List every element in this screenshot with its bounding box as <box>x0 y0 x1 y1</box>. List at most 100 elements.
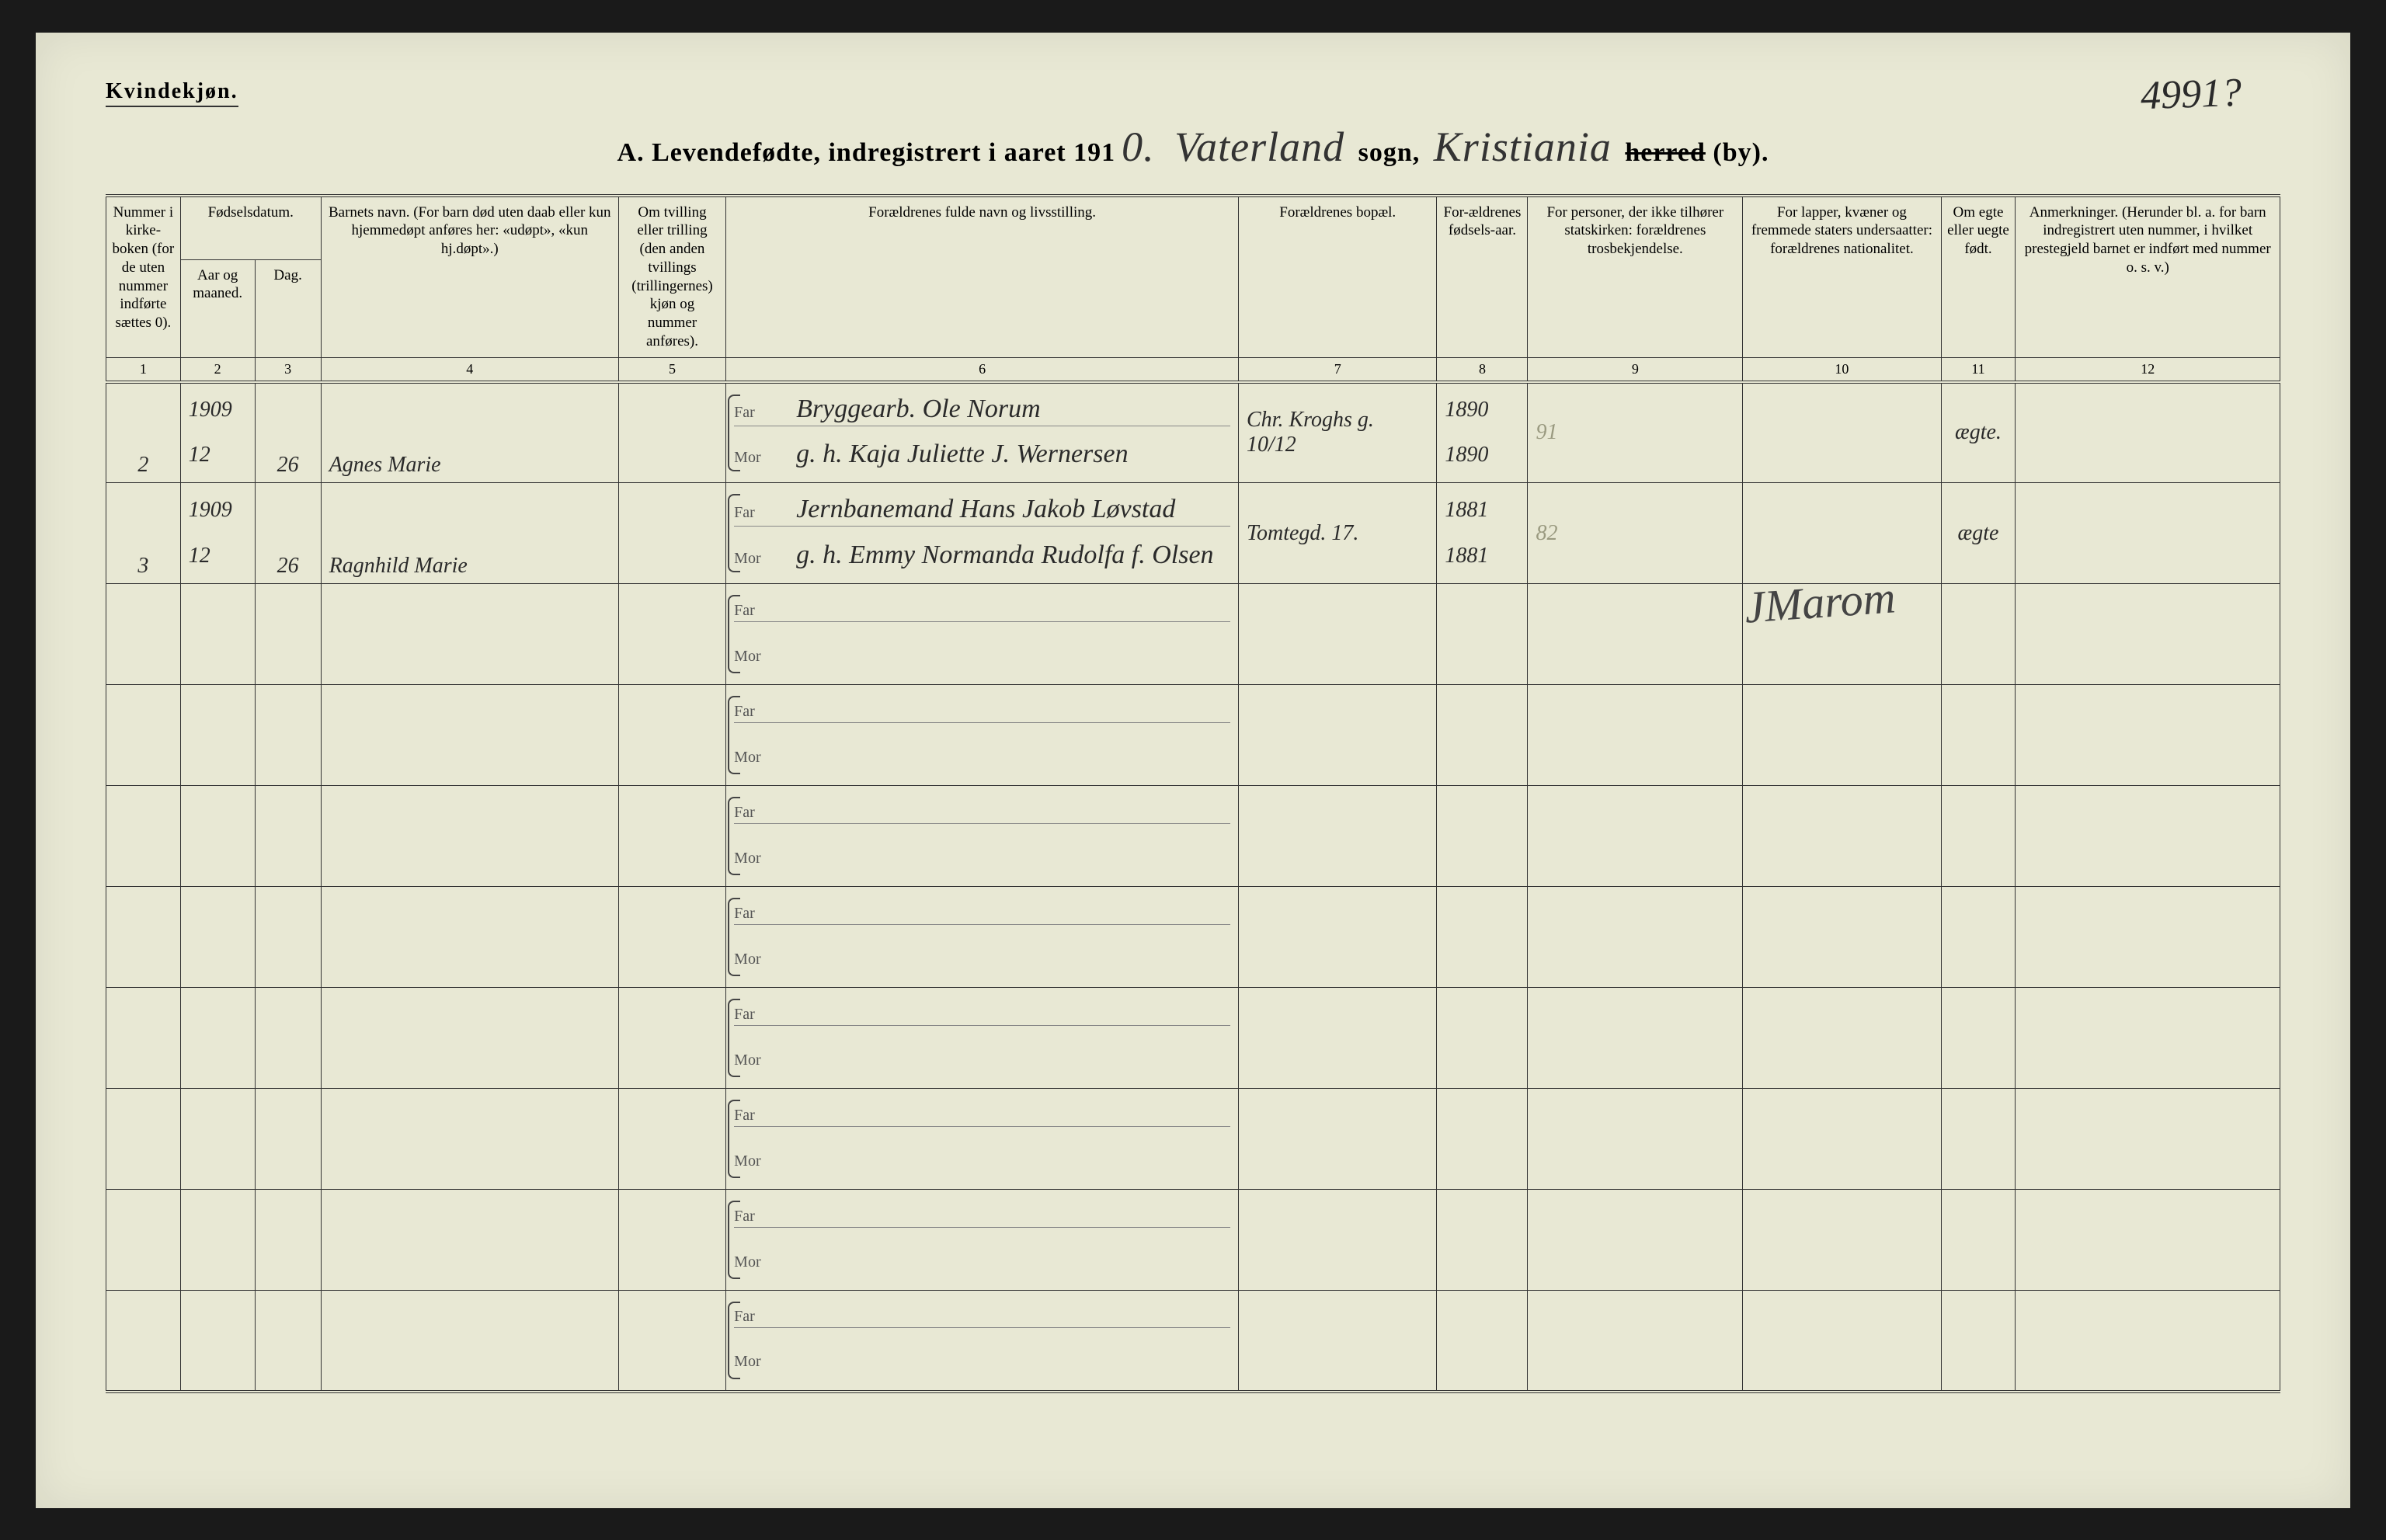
colnum: 9 <box>1528 357 1743 382</box>
table-head: Nummer i kirke-boken (for de uten nummer… <box>106 196 2280 358</box>
far-label: Far <box>734 404 765 422</box>
title-by-handwritten: Kristiania <box>1428 123 1618 170</box>
colnum: 7 <box>1239 357 1437 382</box>
cell-foreldre: FarJernbanemand Hans Jakob Løvstad Morg.… <box>726 483 1239 584</box>
mor-label: Mor <box>734 550 765 568</box>
colnum: 8 <box>1437 357 1528 382</box>
cell-aar-bot: 12 <box>189 443 247 468</box>
table-row-empty: Far Mor <box>106 887 2280 988</box>
col-header-9: For lapper, kvæner og fremmede staters u… <box>1743 196 1941 358</box>
header-row: Kvindekjøn. <box>106 79 2280 107</box>
far-label: Far <box>734 1107 765 1125</box>
title-sogn-label: sogn, <box>1358 138 1421 167</box>
col-header-7: For-ældrenes fødsels-aar. <box>1437 196 1528 358</box>
mother-name: g. h. Emmy Normanda Rudolfa f. Olsen <box>765 541 1213 569</box>
father-name: Bryggearb. Ole Norum <box>765 395 1040 423</box>
cell-aar-top: 1909 <box>189 398 247 422</box>
cell-lapp <box>1743 382 1941 483</box>
cell-faar: 1890 1890 <box>1437 382 1528 483</box>
table-row: 3 1909 12 26 Ragnhild Marie FarJernbanem… <box>106 483 2280 584</box>
far-label: Far <box>734 905 765 923</box>
cell-foreldre: FarBryggearb. Ole Norum Morg. h. Kaja Ju… <box>726 382 1239 483</box>
title-by-label: (by). <box>1713 138 1769 167</box>
col-header-2a: Aar og maaned. <box>180 259 255 357</box>
col-header-2b: Dag. <box>255 259 321 357</box>
col-header-4: Om tvilling eller trilling (den anden tv… <box>618 196 725 358</box>
mor-label: Mor <box>734 1152 765 1170</box>
cell-dag: 26 <box>255 483 321 584</box>
col-header-10: Om egte eller uegte født. <box>1941 196 2016 358</box>
gender-heading: Kvindekjøn. <box>106 79 238 107</box>
colnum: 2 <box>180 357 255 382</box>
table-row-empty: Far Mor <box>106 988 2280 1089</box>
col-header-5: Forældrenes fulde navn og livsstilling. <box>726 196 1239 358</box>
register-table: Nummer i kirke-boken (for de uten nummer… <box>106 194 2280 1393</box>
cell-aar: 1909 12 <box>180 382 255 483</box>
mor-label: Mor <box>734 648 765 666</box>
mother-birth-year: 1890 <box>1445 443 1519 468</box>
colnum: 10 <box>1743 357 1941 382</box>
title-sogn-handwritten: Vaterland <box>1168 123 1351 170</box>
table-row-empty: Far Mor <box>106 1190 2280 1291</box>
cell-navn: Ragnhild Marie <box>321 483 618 584</box>
colnum: 11 <box>1941 357 2016 382</box>
cell-dag: 26 <box>255 382 321 483</box>
cell-tvil <box>618 483 725 584</box>
father-birth-year: 1881 <box>1445 498 1519 523</box>
cell-bopel: Tomtegd. 17. <box>1239 483 1437 584</box>
title-row: A. Levendefødte, indregistrert i aaret 1… <box>106 123 2280 171</box>
col-header-8: For personer, der ikke tilhører statskir… <box>1528 196 1743 358</box>
far-label: Far <box>734 504 765 522</box>
register-page: Kvindekjøn. 4991? A. Levendefødte, indre… <box>36 33 2350 1508</box>
mor-label: Mor <box>734 1253 765 1271</box>
far-label: Far <box>734 1006 765 1024</box>
cell-stats: 91 <box>1528 382 1743 483</box>
mor-label: Mor <box>734 749 765 767</box>
colnum: 1 <box>106 357 181 382</box>
title-herred-struck: herred <box>1625 138 1706 167</box>
cell-egte: ægte. <box>1941 382 2016 483</box>
col-header-11: Anmerkninger. (Herunder bl. a. for barn … <box>2016 196 2280 358</box>
cell-anm <box>2016 483 2280 584</box>
mother-birth-year: 1881 <box>1445 544 1519 568</box>
cell-tvil <box>618 382 725 483</box>
col-header-2g: Fødselsdatum. <box>180 196 321 260</box>
father-name: Jernbanemand Hans Jakob Løvstad <box>765 495 1175 523</box>
table-row-empty: Far Mor <box>106 1089 2280 1190</box>
title-year-digit: 0. <box>1115 123 1161 170</box>
page-number-handwritten: 4991? <box>2140 69 2242 119</box>
table-row-empty: FarMor <box>106 685 2280 786</box>
cell-bopel: Chr. Kroghs g. 10/12 <box>1239 382 1437 483</box>
col-header-1: Nummer i kirke-boken (for de uten nummer… <box>106 196 181 358</box>
colnum: 5 <box>618 357 725 382</box>
table-row: 2 1909 12 26 Agnes Marie FarBryggearb. O… <box>106 382 2280 483</box>
cell-stats: 82 <box>1528 483 1743 584</box>
colnum: 3 <box>255 357 321 382</box>
mor-label: Mor <box>734 850 765 867</box>
cell-num: 2 <box>106 382 181 483</box>
cell-num: 3 <box>106 483 181 584</box>
table-row-empty: Far Mor <box>106 1291 2280 1392</box>
mor-label: Mor <box>734 951 765 968</box>
cell-faar: 1881 1881 <box>1437 483 1528 584</box>
colnum: 6 <box>726 357 1239 382</box>
col-header-6: Forældrenes bopæl. <box>1239 196 1437 358</box>
father-birth-year: 1890 <box>1445 398 1519 422</box>
cell-aar-bot: 12 <box>189 544 247 568</box>
cell-anm <box>2016 382 2280 483</box>
title-prefix: A. Levendefødte, indregistrert i aaret 1… <box>617 138 1116 167</box>
cell-egte: ægte <box>1941 483 2016 584</box>
table-row-empty: Far Mor <box>106 584 2280 685</box>
far-label: Far <box>734 602 765 620</box>
col-header-3: Barnets navn. (For barn død uten daab el… <box>321 196 618 358</box>
colnum: 12 <box>2016 357 2280 382</box>
far-label: Far <box>734 1308 765 1326</box>
column-number-row: 1 2 3 4 5 6 7 8 9 10 11 12 <box>106 357 2280 382</box>
cell-navn: Agnes Marie <box>321 382 618 483</box>
mor-label: Mor <box>734 1353 765 1371</box>
mor-label: Mor <box>734 1052 765 1069</box>
far-label: Far <box>734 804 765 822</box>
cell-aar: 1909 12 <box>180 483 255 584</box>
colnum: 4 <box>321 357 618 382</box>
far-label: Far <box>734 1208 765 1225</box>
